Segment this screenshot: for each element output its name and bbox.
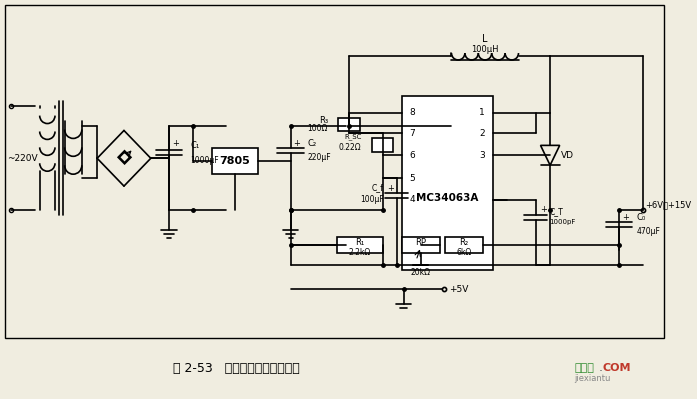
Text: R₁: R₁ <box>355 238 364 247</box>
Text: 7805: 7805 <box>220 156 250 166</box>
Text: 1000pF: 1000pF <box>549 219 576 225</box>
Bar <box>401 96 493 269</box>
Text: MC34063A: MC34063A <box>416 192 478 203</box>
Bar <box>339 118 360 132</box>
Text: +: + <box>172 139 178 148</box>
Bar <box>401 237 440 253</box>
Text: R₂: R₂ <box>459 238 468 247</box>
Text: R_SC: R_SC <box>344 133 362 140</box>
Text: 20kΩ: 20kΩ <box>411 268 431 277</box>
Text: C₁: C₁ <box>190 141 199 150</box>
Text: ⋄: ⋄ <box>114 144 134 173</box>
Text: L: L <box>482 34 488 44</box>
Text: 图 2-53   双路输出稳压电源电路: 图 2-53 双路输出稳压电源电路 <box>173 362 300 375</box>
Text: 1: 1 <box>480 108 485 117</box>
Text: C₂: C₂ <box>308 139 317 148</box>
Text: 8: 8 <box>409 108 415 117</box>
Text: C_f: C_f <box>372 184 383 193</box>
Text: 4: 4 <box>409 196 415 205</box>
Bar <box>5 5 664 338</box>
Text: 6kΩ: 6kΩ <box>457 248 472 257</box>
Text: 470μF: 470μF <box>636 227 660 236</box>
Text: 5: 5 <box>409 174 415 183</box>
Text: +: + <box>387 184 394 193</box>
Text: COM: COM <box>603 363 631 373</box>
Text: +: + <box>541 205 547 214</box>
Text: 2: 2 <box>480 129 485 138</box>
Text: +6V～+15V: +6V～+15V <box>645 200 691 209</box>
Bar <box>337 237 383 253</box>
Text: +: + <box>293 139 300 148</box>
Text: 2.2kΩ: 2.2kΩ <box>348 248 371 257</box>
Text: 100Ω: 100Ω <box>307 124 328 133</box>
Text: 100μF: 100μF <box>360 196 383 205</box>
Text: 0.22Ω: 0.22Ω <box>339 143 362 152</box>
Text: VD: VD <box>561 151 574 160</box>
Text: 6: 6 <box>409 151 415 160</box>
Text: C_T: C_T <box>549 207 563 216</box>
Text: C₀: C₀ <box>636 213 645 222</box>
Text: .: . <box>599 361 603 374</box>
Text: jiexiantu: jiexiantu <box>574 374 611 383</box>
Text: 3: 3 <box>480 151 485 160</box>
Text: 接线图: 接线图 <box>574 363 594 373</box>
Text: +5V: +5V <box>450 285 469 294</box>
Text: R₃: R₃ <box>319 116 328 125</box>
Text: 1000μF: 1000μF <box>190 156 219 165</box>
Text: ~220V: ~220V <box>7 154 38 163</box>
Bar <box>372 138 393 152</box>
Bar <box>445 237 483 253</box>
Text: 220μF: 220μF <box>308 153 332 162</box>
Text: 7: 7 <box>409 129 415 138</box>
Text: 100μH: 100μH <box>471 45 499 53</box>
Text: +: + <box>622 213 629 222</box>
Bar <box>212 148 258 174</box>
Text: RP: RP <box>415 238 427 247</box>
